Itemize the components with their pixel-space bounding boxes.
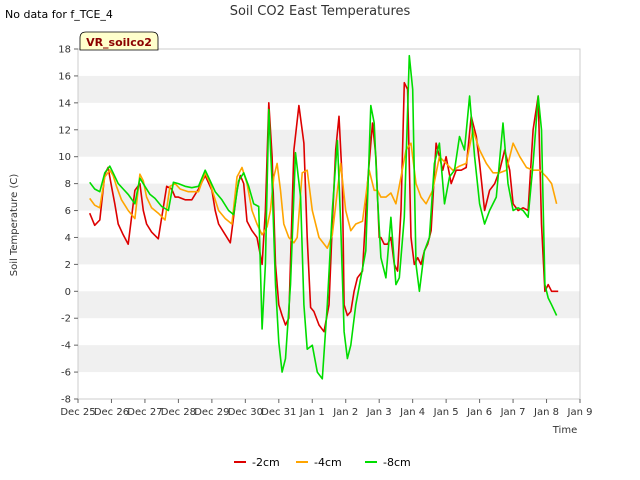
y-tick-label: -4 [61, 341, 71, 352]
y-tick-label: 4 [65, 233, 71, 244]
site-label-box: VR_soilco2 [79, 31, 159, 51]
x-tick-label: Jan 5 [433, 407, 459, 418]
series-line-2cm [88, 81, 559, 333]
x-tick-label: Jan 6 [466, 407, 492, 418]
plot-frame [77, 48, 581, 400]
grid-band [78, 129, 580, 157]
y-tick-label: 12 [58, 125, 71, 136]
grid-band [78, 345, 580, 373]
legend-label: -8cm [383, 456, 411, 469]
site-label: VR_soilco2 [86, 36, 152, 49]
legend-item: -8cm [365, 456, 411, 469]
y-tick-label: -2 [61, 314, 71, 325]
x-tick-label: Dec 28 [161, 407, 196, 418]
x-tick-label: Dec 25 [60, 407, 95, 418]
legend-item: -2cm [234, 456, 280, 469]
legend-label: -4cm [314, 456, 342, 469]
x-tick-label: Dec 31 [261, 407, 296, 418]
series-line-8cm [89, 54, 558, 380]
series-line-4cm [89, 129, 558, 249]
y-tick-label: 0 [65, 287, 71, 298]
y-tick-label: 14 [58, 98, 71, 109]
y-tick-label: 8 [65, 179, 71, 190]
y-axis-ticks: -8 -6 -4 -2 0 2 4 6 8 10 12 14 16 18 [58, 45, 78, 406]
grid-band [78, 75, 580, 103]
x-tick-label: Dec 30 [228, 407, 263, 418]
x-tick-label: Dec 29 [194, 407, 229, 418]
y-tick-label: -6 [61, 368, 71, 379]
legend: -2cm -4cm -8cm [234, 456, 411, 469]
y-tick-label: 18 [58, 45, 71, 56]
background-bands [78, 75, 580, 373]
y-tick-label: 6 [65, 206, 71, 217]
y-axis-label: Soil Temperature (C) [9, 174, 20, 277]
no-data-note: No data for f_TCE_4 [5, 8, 113, 21]
x-tick-label: Jan 9 [567, 407, 593, 418]
chart-title: Soil CO2 East Temperatures [230, 4, 411, 19]
x-tick-label: Jan 7 [500, 407, 526, 418]
plot-area-border [77, 48, 581, 400]
x-tick-label: Dec 26 [94, 407, 129, 418]
y-tick-label: 2 [65, 260, 71, 271]
x-tick-label: Jan 4 [399, 407, 425, 418]
x-tick-label: Jan 3 [366, 407, 392, 418]
y-tick-label: -8 [61, 395, 71, 406]
x-tick-label: Jan 8 [533, 407, 559, 418]
x-tick-label: Jan 1 [299, 407, 325, 418]
series-lines [88, 54, 559, 380]
x-tick-label: Jan 2 [332, 407, 358, 418]
y-tick-label: 10 [58, 152, 71, 163]
x-axis-label: Time [552, 425, 577, 436]
x-tick-label: Dec 27 [127, 407, 162, 418]
y-tick-label: 16 [58, 71, 71, 82]
legend-label: -2cm [252, 456, 280, 469]
legend-item: -4cm [296, 456, 342, 469]
